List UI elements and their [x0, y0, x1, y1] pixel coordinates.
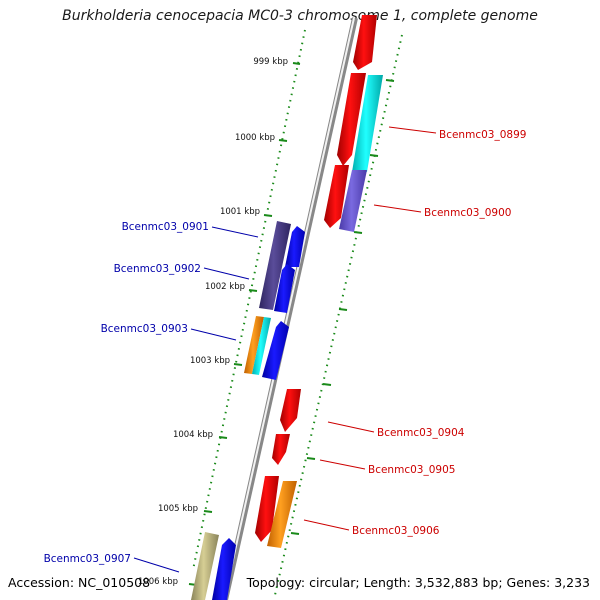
tick-label: 1002 kbp — [205, 282, 245, 292]
gene-label: Bcenmc03_0901 — [122, 221, 209, 233]
gene-arrow-forward — [272, 434, 290, 465]
chromosome-backbone-highlight — [223, 17, 355, 600]
accession-text: Accession: NC_010508 — [8, 575, 151, 590]
tick-label: 999 kbp — [253, 57, 288, 67]
khaki-feature-track — [191, 532, 219, 600]
inner-tick-track — [192, 29, 306, 571]
tick-label: 1005 kbp — [158, 504, 198, 514]
purple-feature-track — [339, 170, 367, 232]
reverse-genes — [212, 226, 305, 600]
map-title: Burkholderia cenocepacia MC0-3 chromosom… — [62, 8, 538, 24]
leader-line — [203, 267, 250, 280]
leader-line — [388, 126, 437, 134]
leader-line — [133, 557, 180, 573]
gene-arrow-reverse — [274, 264, 295, 313]
gene-label: Bcenmc03_0905 — [368, 464, 455, 476]
leader-line — [327, 421, 375, 433]
gene-arrow-forward — [353, 15, 377, 70]
cyan-feature-track — [352, 75, 383, 172]
gene-label: Bcenmc03_0907 — [44, 553, 131, 565]
gene-label: Bcenmc03_0900 — [424, 207, 511, 219]
leader-line — [373, 204, 422, 213]
topology-text: Topology: circular; Length: 3,532,883 bp… — [246, 575, 590, 590]
tick-label: 1004 kbp — [173, 430, 213, 440]
tick-label: 1001 kbp — [220, 207, 260, 217]
orange-feature-track — [267, 481, 297, 548]
gene-label: Bcenmc03_0904 — [377, 427, 465, 439]
forward-genes — [255, 15, 377, 542]
inner-major-ticks — [188, 62, 301, 586]
gene-arrow-forward — [255, 476, 279, 542]
gene-arrow-forward — [324, 165, 349, 228]
leader-line — [303, 519, 350, 531]
tick-label: 1006 kbp — [138, 577, 178, 587]
tick-label: 1003 kbp — [190, 356, 230, 366]
gene-arrow-reverse — [285, 226, 305, 267]
orange-feature-track-left — [244, 316, 264, 374]
gene-arrow-forward — [280, 389, 301, 432]
gene-label: Bcenmc03_0903 — [101, 323, 188, 335]
gene-arrow-forward — [337, 73, 366, 166]
outer-tick-track — [274, 34, 403, 596]
dark-purple-feature-track — [259, 221, 291, 310]
leader-line — [190, 328, 237, 341]
gene-label: Bcenmc03_0906 — [352, 525, 440, 537]
gene-label: Bcenmc03_0899 — [439, 129, 526, 141]
gene-arrow-reverse — [262, 321, 289, 380]
gene-label: Bcenmc03_0902 — [114, 263, 201, 275]
tick-label: 1000 kbp — [235, 133, 275, 143]
outer-major-ticks — [290, 79, 395, 535]
leader-line — [319, 459, 366, 470]
gene-arrow-reverse — [212, 538, 236, 600]
cyan-feature-track-left — [252, 317, 271, 375]
leader-line — [211, 226, 259, 238]
